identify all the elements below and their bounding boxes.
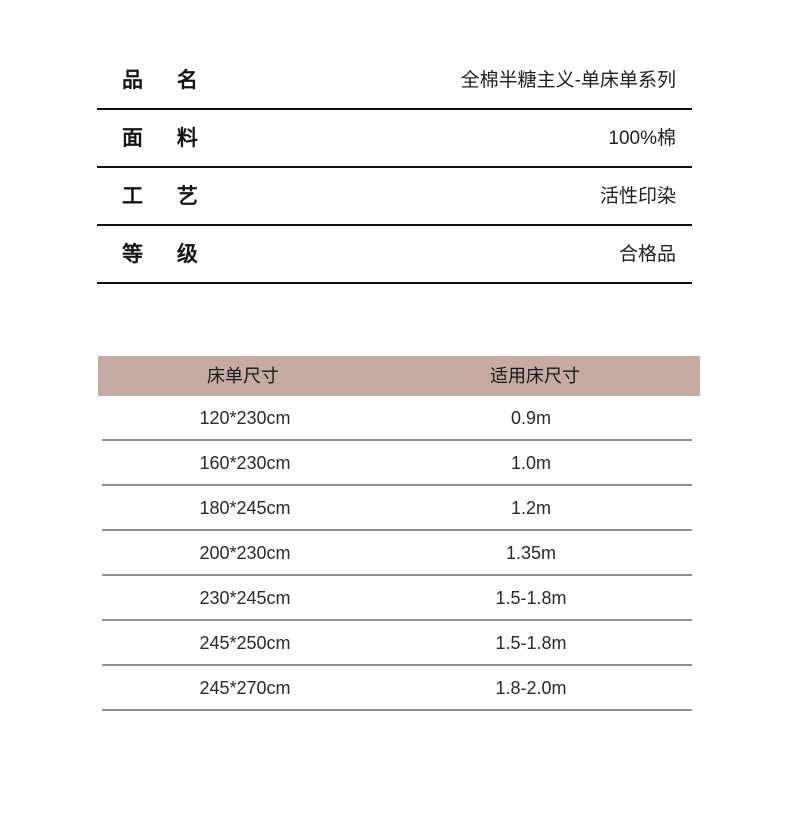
table-row: 160*230cm 1.0m — [102, 441, 692, 486]
cell-sheet-size: 160*230cm — [199, 452, 291, 473]
spec-value: 活性印染 — [599, 185, 676, 207]
spec-label: 工 艺 — [122, 184, 212, 208]
cell-bed-size: 1.5-1.8m — [495, 587, 567, 608]
cell-sheet-size: 245*250cm — [199, 632, 291, 653]
cell-sheet-size: 120*230cm — [199, 407, 291, 428]
cell-sheet-size: 245*270cm — [199, 677, 291, 698]
table-row: 200*230cm 1.35m — [102, 531, 692, 576]
table-row: 245*270cm 1.8-2.0m — [102, 666, 692, 711]
size-chart-table: 床单尺寸 适用床尺寸 120*230cm 0.9m 160*230cm 1.0m… — [98, 356, 700, 711]
spec-value: 合格品 — [618, 243, 676, 265]
spec-value: 全棉半糖主义-单床单系列 — [460, 69, 676, 91]
cell-bed-size: 1.8-2.0m — [495, 677, 567, 698]
size-header-bed-size: 适用床尺寸 — [490, 366, 580, 386]
cell-bed-size: 1.2m — [510, 497, 552, 518]
table-row: 180*245cm 1.2m — [102, 486, 692, 531]
specification-table: 品 名 全棉半糖主义-单床单系列 面 料 100%棉 工 艺 活性印染 等 级 … — [97, 52, 692, 284]
cell-sheet-size: 200*230cm — [199, 542, 291, 563]
spec-label: 等 级 — [122, 242, 212, 266]
table-row: 230*245cm 1.5-1.8m — [102, 576, 692, 621]
spec-row-grade: 等 级 合格品 — [97, 226, 692, 284]
size-table-body: 120*230cm 0.9m 160*230cm 1.0m 180*245cm … — [102, 396, 692, 711]
spec-row-fabric: 面 料 100%棉 — [97, 110, 692, 168]
spec-value: 100%棉 — [608, 127, 676, 149]
spec-row-craft: 工 艺 活性印染 — [97, 168, 692, 226]
cell-bed-size: 1.35m — [505, 542, 557, 563]
spec-row-product-name: 品 名 全棉半糖主义-单床单系列 — [97, 52, 692, 110]
cell-sheet-size: 180*245cm — [199, 497, 291, 518]
cell-bed-size: 1.0m — [510, 452, 552, 473]
spec-label: 品 名 — [122, 68, 212, 92]
spec-label: 面 料 — [122, 126, 212, 150]
size-table-header: 床单尺寸 适用床尺寸 — [98, 356, 700, 396]
cell-bed-size: 0.9m — [510, 407, 552, 428]
cell-bed-size: 1.5-1.8m — [495, 632, 567, 653]
table-row: 120*230cm 0.9m — [102, 396, 692, 441]
cell-sheet-size: 230*245cm — [199, 587, 291, 608]
table-row: 245*250cm 1.5-1.8m — [102, 621, 692, 666]
size-header-sheet-size: 床单尺寸 — [207, 366, 279, 386]
